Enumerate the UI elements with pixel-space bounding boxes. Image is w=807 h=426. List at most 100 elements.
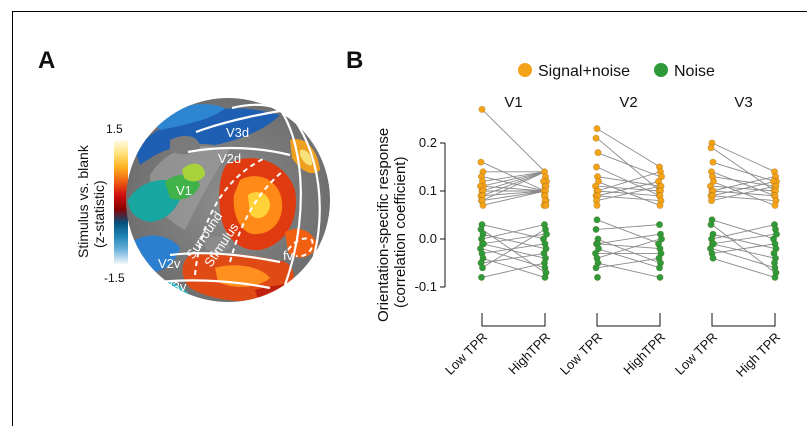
y-tick-label: 0.2 [419, 135, 437, 150]
boundary-surround [194, 157, 266, 276]
data-point [707, 221, 715, 229]
pair-line [481, 233, 546, 250]
frame-left-line [12, 11, 13, 426]
colorbar-title: Stimulus vs. blank (z-statistic) [75, 144, 107, 258]
pair-line [481, 257, 546, 278]
pair-line [596, 238, 661, 259]
brain-label-v2d: V2d [218, 151, 241, 166]
panel-b-label: B [346, 47, 363, 74]
data-point [771, 273, 779, 281]
panel-title: V3 [734, 94, 752, 111]
colorbar-max-label: 1.5 [106, 122, 123, 136]
x-tick-label: HighTPR [620, 330, 668, 378]
pair-line [596, 195, 661, 202]
data-point [593, 273, 601, 281]
pair-line [711, 224, 776, 240]
pair-line [711, 142, 776, 173]
x-axis-bracket [481, 313, 546, 327]
pair-line [481, 229, 546, 269]
data-point [655, 264, 663, 272]
brain-label-v1: V1 [176, 183, 192, 198]
pair-line [481, 190, 546, 206]
data-point [593, 201, 601, 209]
boundary-outer [281, 111, 302, 286]
pair-line [596, 171, 661, 192]
boundary-v3v [159, 279, 271, 290]
pair-line [481, 185, 546, 192]
x-tick-label: Low TPR [442, 330, 490, 378]
boundary-fv [287, 237, 314, 258]
y-tick-label: -0.1 [415, 279, 437, 294]
colorbar [114, 140, 128, 264]
y-tick-label: 0.1 [419, 183, 437, 198]
pair-line [596, 243, 661, 250]
data-point [709, 254, 717, 262]
legend: Signal+noise Noise [518, 63, 715, 80]
boundary-v2d [187, 146, 291, 157]
pair-line [711, 161, 776, 182]
legend-signal-label: Signal+noise [538, 63, 630, 80]
pair-line [481, 109, 546, 173]
data-point [479, 201, 487, 209]
pair-line [481, 224, 546, 240]
frame-top-line [12, 11, 807, 12]
pair-line [711, 257, 776, 278]
y-axis-label-line1: Orientation-specific response [375, 128, 392, 322]
region-panel-v1: V1 Low TPR HighTPR [442, 94, 553, 378]
pair-line [481, 190, 546, 202]
pair-line [481, 171, 546, 182]
brain-dashed-boundaries [194, 157, 314, 276]
pair-line [596, 233, 661, 245]
brain-label-v2v: V2v [158, 256, 181, 271]
pair-line [711, 248, 776, 269]
data-point [594, 177, 602, 185]
pair-line [711, 176, 776, 187]
pair-line [711, 180, 776, 197]
data-point [592, 134, 600, 142]
data-point [477, 158, 485, 166]
pair-line [481, 262, 546, 278]
pair-line [596, 257, 661, 269]
panel-a-label: A [38, 47, 55, 74]
y-axis: 0.2 0.1 0.0 -0.1 [415, 135, 446, 294]
pair-line [596, 262, 661, 278]
colorbar-title-line2: (z-statistic) [91, 180, 107, 248]
pair-line [596, 238, 661, 264]
pair-line [711, 243, 776, 259]
y-axis-label: Orientation-specific response (correlati… [375, 128, 409, 322]
pair-line [596, 128, 661, 168]
legend-signal-marker [518, 63, 532, 77]
x-tick-label: High TPR [733, 330, 783, 380]
boundary-top [231, 103, 303, 123]
data-point [542, 230, 550, 238]
x-tick-label: HighTPR [505, 330, 553, 378]
data-point [477, 273, 485, 281]
data-point [593, 125, 601, 133]
pair-line [481, 171, 546, 202]
data-point [478, 264, 486, 272]
data-point [541, 273, 549, 281]
data-point [478, 105, 486, 113]
y-axis-label-line2: (correlation coefficient) [392, 157, 409, 308]
data-point [772, 230, 780, 238]
boundary-stimulus [229, 171, 283, 263]
boundary-outer-2 [295, 121, 321, 293]
y-tick-label: 0.0 [419, 231, 437, 246]
x-axis-bracket [711, 313, 776, 327]
pair-line [481, 243, 546, 259]
data-point [655, 221, 663, 229]
pair-line [711, 243, 776, 254]
data-point [656, 201, 664, 209]
panel-title: V1 [504, 94, 522, 111]
data-point [592, 264, 600, 272]
data-point [594, 149, 602, 157]
boundary-v2v [169, 252, 281, 264]
brain-boundaries [159, 103, 321, 293]
brain-label-v3v: V3v [164, 279, 187, 294]
data-point [592, 163, 600, 171]
pair-line [596, 224, 661, 230]
data-point [707, 144, 715, 152]
pair-line [481, 171, 546, 192]
pair-line [481, 190, 546, 197]
brain-label-fv: fv [283, 248, 294, 263]
